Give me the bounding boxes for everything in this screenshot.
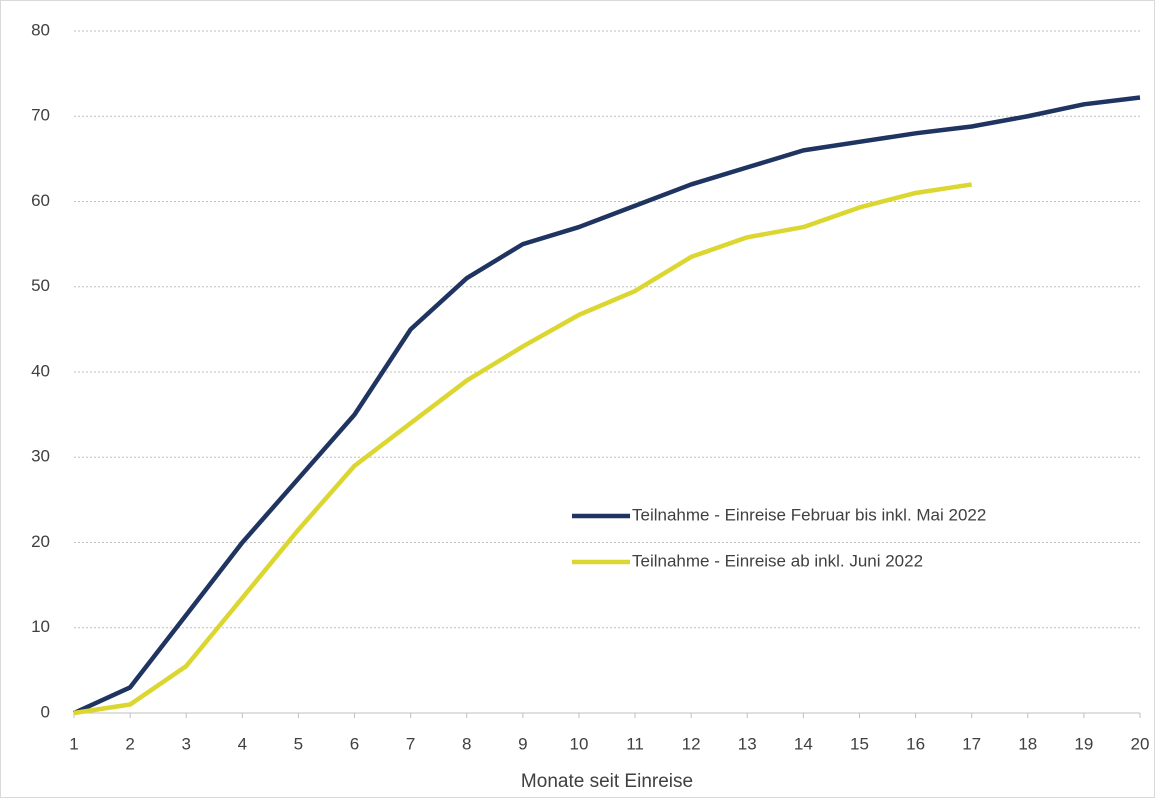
x-tick-label: 14 [794,734,813,753]
x-tick-label: 1 [69,734,78,753]
x-tick-label: 7 [406,734,415,753]
x-tick-label: 12 [682,734,701,753]
y-tick-label: 10 [31,617,50,636]
x-tick-label: 10 [569,734,588,753]
x-tick-label: 15 [850,734,869,753]
x-tick-label: 16 [906,734,925,753]
x-tick-label: 5 [294,734,303,753]
x-tick-label: 9 [518,734,527,753]
x-tick-label: 3 [181,734,190,753]
y-tick-label: 60 [31,191,50,210]
y-tick-label: 70 [31,106,50,125]
x-tick-label: 6 [350,734,359,753]
x-tick-label: 13 [738,734,757,753]
data-line [73,182,973,716]
y-tick-label: 30 [31,447,50,466]
y-tick-label: 0 [41,702,50,721]
data-line [73,95,1141,716]
x-tick-label: 2 [125,734,134,753]
x-tick-label: 18 [1018,734,1037,753]
legend-label: Teilnahme - Einreise Februar bis inkl. M… [632,505,986,524]
x-tick-label: 8 [462,734,471,753]
x-tick-label: 19 [1074,734,1093,753]
x-axis-label: Monate seit Einreise [521,771,693,792]
x-tick-label: 11 [626,734,644,753]
x-tick-label: 17 [962,734,981,753]
y-tick-label: 50 [31,276,50,295]
x-tick-label: 4 [238,734,247,753]
legend-label: Teilnahme - Einreise ab inkl. Juni 2022 [632,551,923,570]
y-tick-label: 80 [31,20,50,39]
y-tick-label: 40 [31,361,50,380]
x-tick-label: 20 [1131,734,1150,753]
y-tick-label: 20 [31,532,50,551]
